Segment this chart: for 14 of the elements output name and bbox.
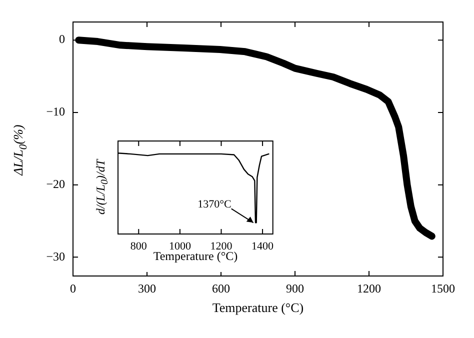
x-tick-label: 800: [130, 240, 148, 252]
x-tick-label: 0: [70, 281, 76, 296]
x-tick-label: 1400: [252, 240, 274, 252]
annotation: 1370°C: [198, 198, 232, 211]
y-tick-label: −10: [46, 104, 65, 119]
x-tick-label: 1200: [357, 281, 381, 296]
x-tick-label: 300: [138, 281, 156, 296]
x-tick-label: 900: [286, 281, 304, 296]
x-tick-label: 600: [212, 281, 230, 296]
x-tick-label: 1500: [431, 281, 455, 296]
y-tick-label: −30: [46, 249, 65, 264]
y-tick-label: −20: [46, 176, 65, 191]
x-axis-title: Temperature (°C): [211, 300, 305, 316]
y-tick-label: 0: [59, 32, 65, 46]
